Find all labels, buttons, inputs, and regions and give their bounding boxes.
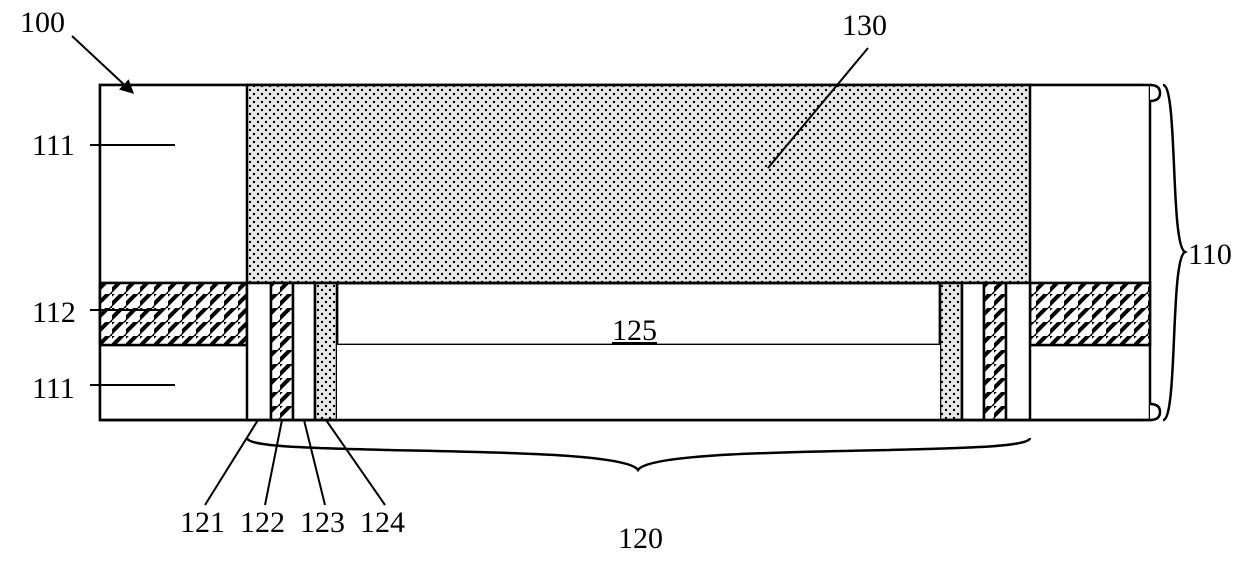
region-130-main: [247, 85, 1030, 283]
label-123: 123: [300, 506, 345, 539]
label-100: 100: [20, 6, 65, 39]
bracket-120: [247, 438, 1030, 470]
label-122: 122: [240, 506, 285, 539]
label-120: 120: [618, 522, 663, 555]
trench-left: [247, 283, 337, 420]
leader-123: [304, 420, 325, 505]
label-121: 121: [180, 506, 225, 539]
label-111-bot: 111: [32, 372, 75, 405]
label-124: 124: [360, 506, 405, 539]
leader-100: [72, 36, 132, 92]
layer-112-right: [1030, 283, 1150, 345]
label-110: 110: [1188, 238, 1232, 271]
leader-121: [205, 420, 258, 505]
layer-112-left: [100, 283, 247, 345]
trench-right: [940, 283, 1030, 420]
leader-122: [265, 420, 282, 505]
cross-section-diagram: 100 111 112 111 125 130 110 121 122 123 …: [0, 0, 1240, 571]
right-edge-bump-bot: [1150, 404, 1160, 420]
bracket-110: [1163, 85, 1185, 420]
cavity-125: [337, 345, 940, 420]
label-130: 130: [842, 9, 887, 42]
label-112: 112: [32, 296, 76, 329]
right-edge-bump-top: [1150, 85, 1160, 101]
leader-124: [326, 420, 385, 505]
label-125: 125: [612, 314, 657, 347]
label-111-top: 111: [32, 129, 75, 162]
